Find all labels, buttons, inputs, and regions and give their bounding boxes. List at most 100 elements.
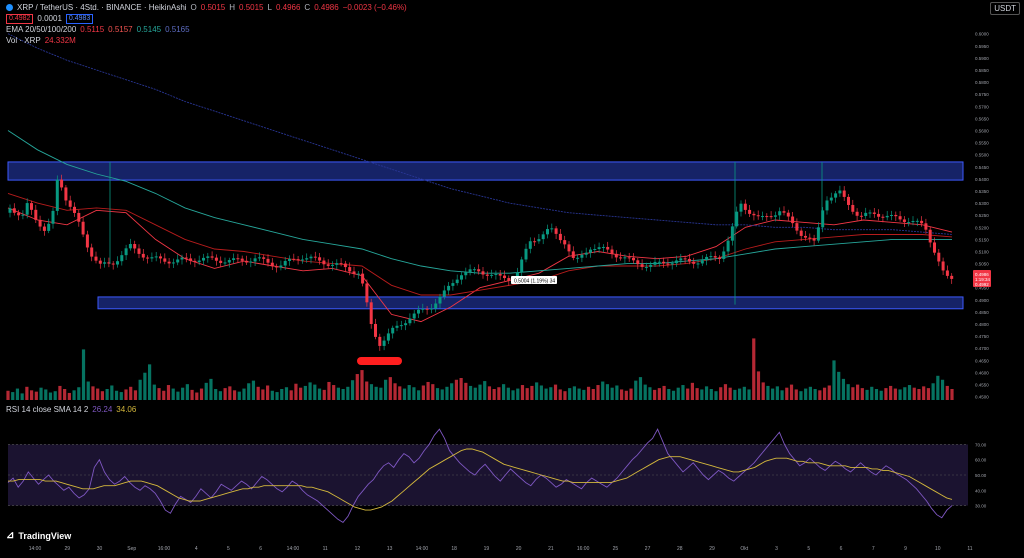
volume-bar [6, 390, 10, 400]
rsi-label[interactable]: RSI 14 close SMA 14 2 [6, 405, 89, 414]
volume-label[interactable]: Vol · XRP [6, 36, 41, 45]
tooltip-box [511, 276, 557, 284]
volume-bar [11, 392, 15, 400]
price-tick: 0.4550 [975, 383, 989, 388]
volume-bar [58, 385, 62, 400]
volume-bar [577, 388, 581, 400]
candle-body [184, 257, 188, 259]
tooltip-text: 0.5004 (1.19%) 34 [514, 279, 555, 285]
zone-1 [97, 296, 964, 310]
candle-body [739, 203, 743, 212]
candle-body [279, 265, 283, 268]
ema200-value: 0.5165 [165, 25, 190, 34]
volume-bar [785, 387, 789, 400]
candle-body [288, 258, 291, 261]
candle-body [249, 261, 253, 263]
tradingview-logo[interactable]: ⊿ TradingView [6, 530, 71, 541]
time-tick: 4 [195, 546, 198, 552]
volume-bar [303, 385, 307, 400]
volume-bar [738, 388, 742, 400]
time-tick: 6 [259, 546, 262, 552]
rsi-pane [7, 428, 953, 523]
volume-bar [289, 390, 293, 400]
volume-bar [388, 377, 392, 400]
volume-bar [152, 384, 156, 400]
candle-body [550, 228, 554, 230]
countdown-timer: 1:19:34 [975, 277, 991, 282]
ohlc-open-label: O [190, 3, 197, 12]
candle-body [245, 260, 248, 263]
price-axis[interactable]: 0.6000 0.5950 0.5900 0.5850 0.5800 0.5750 0.57… [975, 32, 989, 509]
volume-bar [15, 388, 20, 400]
time-axis[interactable]: 14:00 29 30 Sep 16:00 4 5 6 14:00 11 12 13 14:00 18 19… [29, 546, 973, 552]
volume-bar [653, 389, 657, 400]
candle-body [429, 308, 433, 310]
candle-body [761, 216, 764, 218]
volume-bar [166, 385, 171, 400]
currency-button[interactable]: USDT [990, 2, 1020, 15]
volume-bar [950, 389, 954, 400]
volume-bar [350, 380, 355, 400]
volume-bar [874, 389, 879, 400]
candle-body [537, 239, 541, 242]
candle-body [227, 260, 231, 263]
time-tick: Okt [740, 546, 748, 552]
volume-bar [889, 385, 893, 400]
volume-bar [96, 388, 100, 400]
candle-body [412, 313, 416, 319]
ohlc-open: 0.5015 [200, 3, 226, 12]
volume-bar [714, 391, 718, 400]
volume-bar [624, 390, 628, 400]
candle-body [692, 261, 696, 264]
volume-bar [440, 389, 444, 400]
volume-bar [903, 387, 907, 400]
volume-bar [384, 379, 388, 400]
volume-value: 24.332M [44, 36, 76, 45]
volume-bar [818, 390, 822, 400]
volume-bar [355, 374, 359, 400]
ask-price[interactable]: 0.4983 [65, 13, 94, 24]
bid-price[interactable]: 0.4982 [6, 13, 34, 24]
candle-body [335, 263, 339, 265]
volume-bar [860, 388, 864, 400]
candle-body [614, 253, 618, 258]
volume-bar [133, 390, 138, 400]
candle-body [675, 260, 678, 264]
rsi-tick: 60.00 [975, 458, 987, 463]
candle-body [417, 309, 420, 314]
volume-bar [539, 385, 543, 400]
candle-body [911, 221, 915, 223]
candle-body [902, 219, 906, 223]
volume-bar [638, 377, 643, 400]
symbol-name[interactable]: XRP / TetherUS · 4Std. · BINANCE · Heiki… [17, 3, 187, 12]
volume-bar [940, 379, 945, 400]
volume-bar [832, 360, 836, 400]
volume-bar [72, 390, 76, 400]
candle-body [425, 308, 429, 310]
volume-bar [662, 385, 666, 400]
volume-bar [568, 388, 572, 400]
candle-body [567, 244, 571, 252]
price-tick: 0.5550 [975, 141, 989, 146]
ohlc-low-label: L [267, 3, 272, 12]
lowest-marker [357, 357, 402, 365]
candle-body [111, 263, 115, 265]
candle-body [51, 210, 55, 224]
candle-body [159, 256, 162, 259]
price-tick: 0.5750 [975, 92, 989, 97]
volume-bar [44, 389, 48, 400]
time-tick: 14:00 [287, 546, 300, 552]
price-tick: 0.4750 [975, 334, 989, 339]
volume-bar [214, 389, 218, 400]
candle-body [589, 249, 592, 253]
candle-body [743, 203, 747, 210]
volume-bar [563, 391, 567, 400]
support-resistance-zones [7, 161, 964, 310]
volume-bar [648, 387, 652, 400]
volume-bar [478, 384, 482, 400]
ema-label[interactable]: EMA 20/50/100/200 [6, 25, 77, 34]
candle-body [236, 258, 240, 260]
candle-body [240, 258, 244, 261]
candle-body [554, 228, 558, 234]
